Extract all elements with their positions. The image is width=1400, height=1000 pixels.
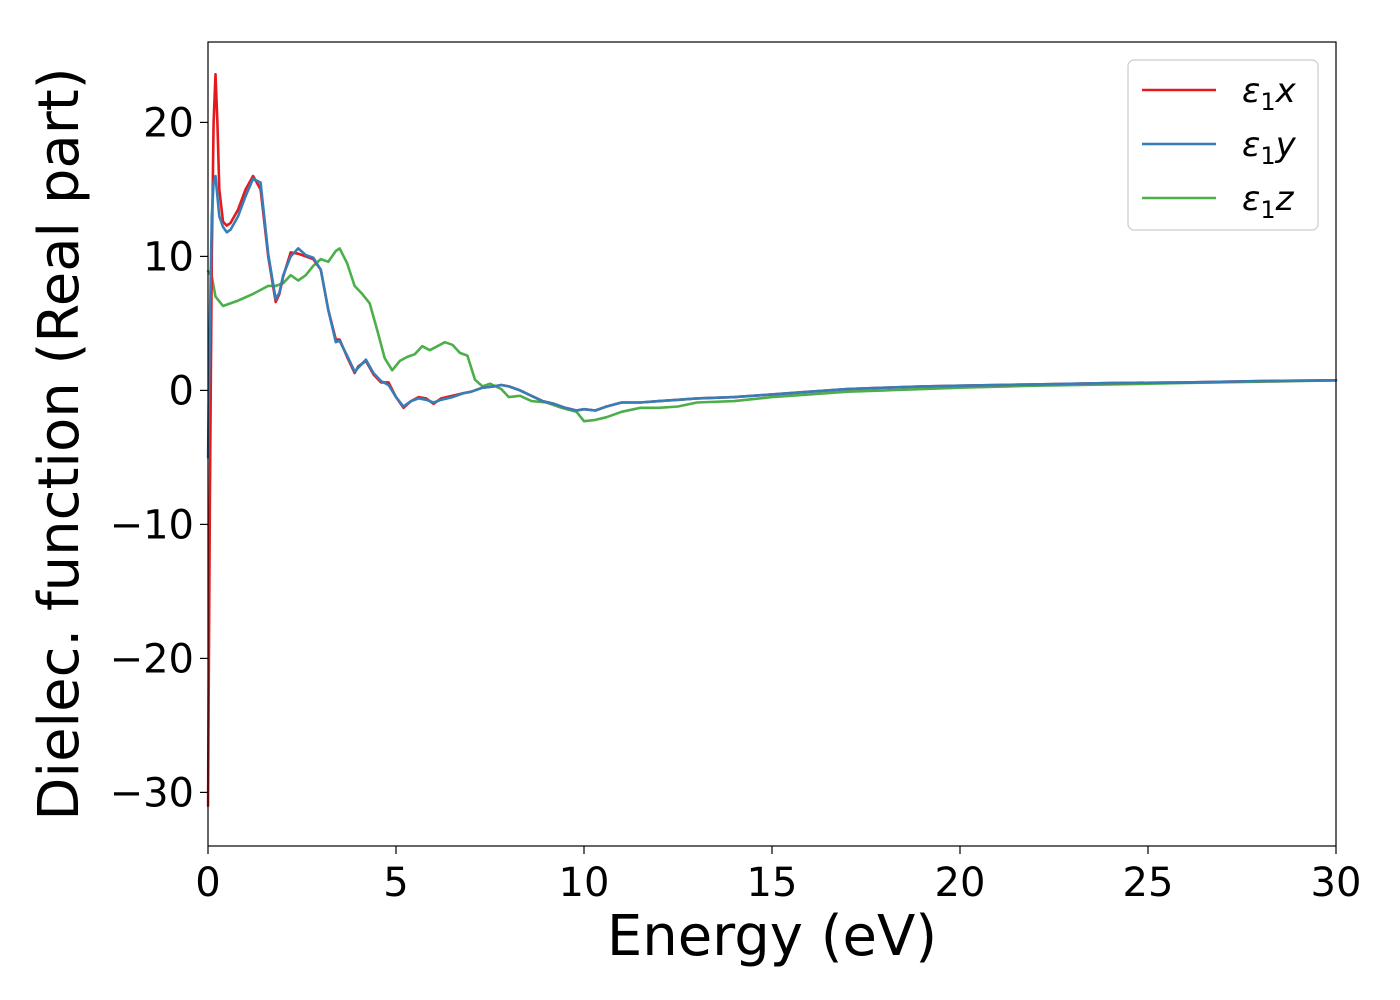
- y-tick-label: −20: [110, 636, 194, 682]
- y-tick-label: 10: [143, 234, 194, 280]
- y-tick-label: −30: [110, 770, 194, 816]
- x-tick-label: 30: [1311, 860, 1362, 906]
- x-tick-label: 15: [747, 860, 798, 906]
- legend-component: y: [1275, 125, 1297, 165]
- y-axis: −30 −20 −10 0 10 20: [110, 100, 208, 816]
- legend-component: z: [1275, 179, 1295, 219]
- legend-epsilon: ε: [1242, 125, 1260, 165]
- legend-subscript: 1: [1260, 196, 1275, 224]
- x-axis: 0 5 10 15 20 25 30: [195, 846, 1361, 906]
- x-tick-label: 25: [1123, 860, 1174, 906]
- legend-label-z: ε1z: [1242, 179, 1295, 224]
- legend-subscript: 1: [1260, 88, 1275, 116]
- legend-epsilon: ε: [1242, 71, 1260, 111]
- legend-epsilon: ε: [1242, 179, 1260, 219]
- y-tick-label: 0: [169, 368, 194, 414]
- y-tick-label: −10: [110, 502, 194, 548]
- series-line-y: [208, 176, 1336, 457]
- x-tick-label: 10: [559, 860, 610, 906]
- legend-box: [1127, 59, 1319, 231]
- legend-component: x: [1275, 71, 1297, 111]
- x-tick-label: 5: [383, 860, 408, 906]
- series-line-z: [208, 248, 1336, 421]
- legend-label-y: ε1y: [1242, 125, 1297, 170]
- y-axis-title: Dielec. function (Real part): [27, 67, 92, 820]
- legend-subscript: 1: [1260, 142, 1275, 170]
- legend-label-x: ε1x: [1242, 71, 1297, 116]
- series-layer: [208, 74, 1336, 806]
- x-tick-label: 0: [195, 860, 220, 906]
- y-tick-label: 20: [143, 100, 194, 146]
- x-tick-label: 20: [935, 860, 986, 906]
- x-axis-title: Energy (eV): [607, 904, 937, 969]
